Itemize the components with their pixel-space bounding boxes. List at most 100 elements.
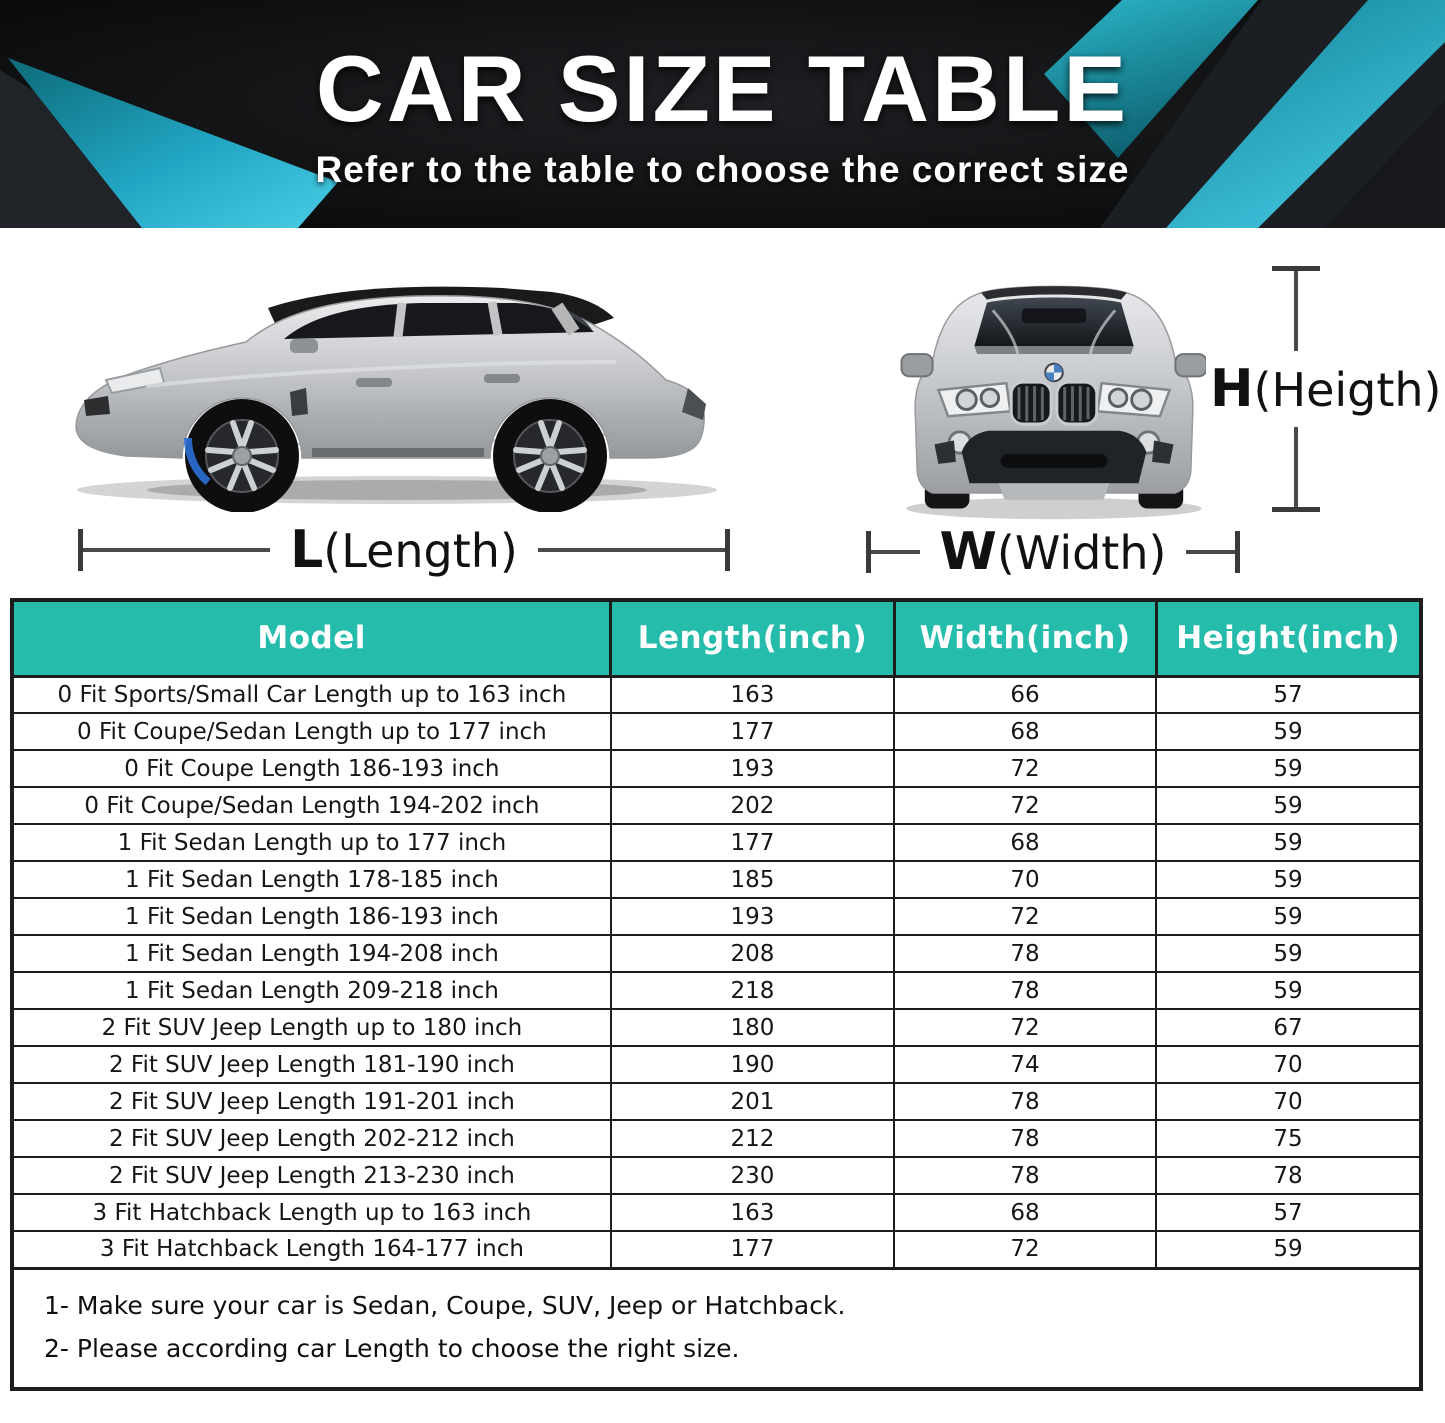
height-label: H(Heigth) xyxy=(1206,351,1445,427)
length-cell: 163 xyxy=(609,1193,896,1232)
width-cell: 78 xyxy=(893,971,1158,1010)
width-cell: 72 xyxy=(893,749,1158,788)
table-row: 1 Fit Sedan Length 209-218 inch 218 78 59 xyxy=(11,971,1422,1010)
length-cell: 193 xyxy=(609,749,896,788)
length-cell: 163 xyxy=(609,675,896,714)
height-cell: 59 xyxy=(1155,897,1422,936)
model-cell: 2 Fit SUV Jeep Length 213-230 inch xyxy=(11,1156,612,1195)
length-cell: 201 xyxy=(609,1082,896,1121)
model-cell: 2 Fit SUV Jeep Length 202-212 inch xyxy=(11,1119,612,1158)
length-dimension-line: L(Length) xyxy=(78,520,731,580)
page-subtitle: Refer to the table to choose the correct… xyxy=(315,148,1130,190)
model-cell: 2 Fit SUV Jeep Length up to 180 inch xyxy=(11,1008,612,1047)
length-cell: 190 xyxy=(609,1045,896,1084)
width-cell: 72 xyxy=(893,897,1158,936)
dimension-end-cap xyxy=(725,529,731,571)
model-cell: 3 Fit Hatchback Length 164-177 inch xyxy=(11,1230,612,1269)
dimension-rule xyxy=(83,548,271,552)
width-cell: 78 xyxy=(893,1082,1158,1121)
model-cell: 2 Fit SUV Jeep Length 191-201 inch xyxy=(11,1082,612,1121)
dimension-rule xyxy=(1186,550,1235,554)
header-row: Model Length(inch) Width(inch) Height(in… xyxy=(10,598,1423,678)
table-row: 3 Fit Hatchback Length 164-177 inch 177 72… xyxy=(11,1230,1422,1269)
length-cell: 208 xyxy=(609,934,896,973)
banner-background-graphic xyxy=(0,0,1445,228)
width-cell: 74 xyxy=(893,1045,1158,1084)
header-banner: CAR SIZE TABLE Refer to the table to cho… xyxy=(0,0,1445,228)
model-cell: 3 Fit Hatchback Length up to 163 inch xyxy=(11,1193,612,1232)
model-cell: 1 Fit Sedan Length 186-193 inch xyxy=(11,897,612,936)
column-header-length: Length(inch) xyxy=(609,598,896,678)
width-label: W(Width) xyxy=(939,522,1167,582)
height-cell: 59 xyxy=(1155,1230,1422,1269)
dimension-end-cap xyxy=(1272,266,1320,271)
length-cell: 177 xyxy=(609,823,896,862)
width-cell: 72 xyxy=(893,1230,1158,1269)
dimension-rule xyxy=(871,550,920,554)
table-row: 0 Fit Coupe/Sedan Length 194-202 inch 202… xyxy=(11,786,1422,825)
height-cell: 59 xyxy=(1155,971,1422,1010)
width-cell: 66 xyxy=(893,675,1158,714)
table-row: 0 Fit Coupe Length 186-193 inch 193 72 59 xyxy=(11,749,1422,788)
table-footer: 1- Make sure your car is Sedan, Coupe, S… xyxy=(10,1266,1423,1391)
notes-cell: 1- Make sure your car is Sedan, Coupe, S… xyxy=(10,1266,1423,1391)
height-cell: 57 xyxy=(1155,1193,1422,1232)
height-cell: 59 xyxy=(1155,786,1422,825)
table-row: 0 Fit Sports/Small Car Length up to 163 … xyxy=(11,675,1422,714)
dimension-end-cap xyxy=(1235,531,1240,573)
table-row: 1 Fit Sedan Length 194-208 inch 208 78 59 xyxy=(11,934,1422,973)
model-cell: 0 Fit Sports/Small Car Length up to 163 … xyxy=(11,675,612,714)
model-cell: 0 Fit Coupe Length 186-193 inch xyxy=(11,749,612,788)
height-cell: 59 xyxy=(1155,860,1422,899)
height-cell: 59 xyxy=(1155,749,1422,788)
height-cell: 70 xyxy=(1155,1082,1422,1121)
width-dimension-line: W(Width) xyxy=(866,522,1240,582)
width-cell: 68 xyxy=(893,823,1158,862)
table-row: 2 Fit SUV Jeep Length up to 180 inch 180 7… xyxy=(11,1008,1422,1047)
height-cell: 78 xyxy=(1155,1156,1422,1195)
width-cell: 72 xyxy=(893,786,1158,825)
length-cell: 212 xyxy=(609,1119,896,1158)
width-cell: 72 xyxy=(893,1008,1158,1047)
height-cell: 59 xyxy=(1155,823,1422,862)
model-cell: 1 Fit Sedan Length 209-218 inch xyxy=(11,971,612,1010)
table-row: 2 Fit SUV Jeep Length 213-230 inch 230 78 7… xyxy=(11,1156,1422,1195)
model-cell: 1 Fit Sedan Length 194-208 inch xyxy=(11,934,612,973)
width-cell: 68 xyxy=(893,712,1158,751)
table-row: 1 Fit Sedan Length 186-193 inch 193 72 59 xyxy=(11,897,1422,936)
model-cell: 1 Fit Sedan Length up to 177 inch xyxy=(11,823,612,862)
length-cell: 202 xyxy=(609,786,896,825)
length-cell: 180 xyxy=(609,1008,896,1047)
table-row: 2 Fit SUV Jeep Length 181-190 inch 190 74 7… xyxy=(11,1045,1422,1084)
dimension-end-cap xyxy=(1272,507,1320,512)
note-line-2: 2- Please according car Length to choose… xyxy=(44,1334,740,1364)
dimension-end-cap xyxy=(78,529,83,571)
width-cell: 68 xyxy=(893,1193,1158,1232)
car-dimension-diagram: L(Length) xyxy=(0,228,1445,598)
table-row: 3 Fit Hatchback Length up to 163 inch 163… xyxy=(11,1193,1422,1232)
column-header-height: Height(inch) xyxy=(1154,598,1423,678)
car-front-view-image xyxy=(900,285,1208,520)
height-dimension-line: H(Heigth) xyxy=(1206,266,1445,512)
width-cell: 78 xyxy=(893,1119,1158,1158)
table-header: Model Length(inch) Width(inch) Height(in… xyxy=(10,598,1423,678)
dimension-rule xyxy=(537,548,726,552)
table-row: 2 Fit SUV Jeep Length 202-212 inch 212 78 7… xyxy=(11,1119,1422,1158)
width-cell: 78 xyxy=(893,934,1158,973)
length-cell: 230 xyxy=(609,1156,896,1195)
table-row: 1 Fit Sedan Length up to 177 inch 177 68 59 xyxy=(11,823,1422,862)
column-header-model: Model xyxy=(10,598,613,678)
page-title: CAR SIZE TABLE xyxy=(315,36,1130,141)
width-cell: 70 xyxy=(893,860,1158,899)
model-cell: 2 Fit SUV Jeep Length 181-190 inch xyxy=(11,1045,612,1084)
height-cell: 67 xyxy=(1155,1008,1422,1047)
length-label: L(Length) xyxy=(290,520,518,580)
table-body: 0 Fit Sports/Small Car Length up to 163 … xyxy=(11,675,1422,1269)
dimension-end-cap xyxy=(866,531,871,573)
table-row: 0 Fit Coupe/Sedan Length up to 177 inch 1… xyxy=(11,712,1422,751)
banner-text-block: CAR SIZE TABLE Refer to the table to cho… xyxy=(0,0,1445,191)
height-cell: 70 xyxy=(1155,1045,1422,1084)
car-size-table: Model Length(inch) Width(inch) Height(in… xyxy=(10,598,1423,1391)
note-line-1: 1- Make sure your car is Sedan, Coupe, S… xyxy=(44,1290,846,1320)
notes-row: 1- Make sure your car is Sedan, Coupe, S… xyxy=(10,1266,1423,1391)
